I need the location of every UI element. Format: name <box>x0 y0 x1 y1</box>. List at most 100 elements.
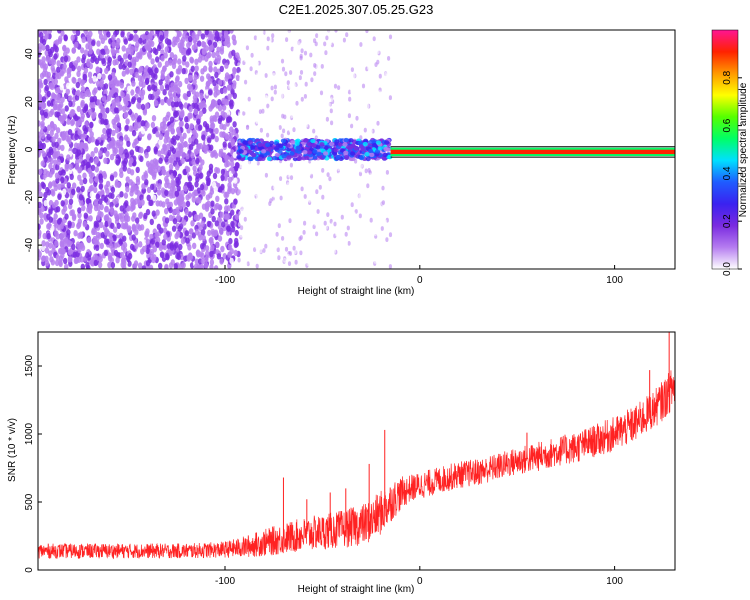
spectrogram-cell <box>44 84 50 92</box>
spectrogram-cell <box>362 222 366 228</box>
spectrogram-cell <box>178 193 184 200</box>
spectrogram-cell <box>96 40 101 47</box>
spectrogram-cell <box>343 224 347 229</box>
spectrogram-cell <box>178 263 184 269</box>
spectrogram-cell <box>342 37 346 43</box>
spectrogram-cell <box>175 176 180 184</box>
spectrogram-cell <box>276 198 280 204</box>
spectrogram-cell <box>46 232 51 240</box>
spectrogram-cell <box>55 104 61 111</box>
spectrogram-cell <box>179 136 185 143</box>
spectrogram-cell <box>108 192 113 199</box>
spectrogram-cell <box>169 71 174 78</box>
spectrogram-cell <box>276 247 280 253</box>
spectrogram-cell <box>385 73 389 79</box>
spectrogram-cell <box>252 226 257 232</box>
spectrogram-cell <box>118 148 123 155</box>
spectrogram-cell <box>123 38 128 45</box>
spectrogram-cell <box>65 82 71 90</box>
spectrogram-cell <box>62 45 67 52</box>
spectrogram-cell <box>43 63 48 70</box>
spectrogram-cell <box>357 255 361 261</box>
spectrogram-cell <box>289 70 293 75</box>
spectrogram-cell <box>48 242 53 249</box>
spectrogram-cell <box>313 38 317 44</box>
spectrogram-cell <box>216 58 221 65</box>
spectrogram-cell <box>115 159 121 166</box>
spectrogram-cell <box>170 82 175 89</box>
spectrogram-cell <box>186 90 191 98</box>
spectrogram-cell <box>125 186 130 193</box>
spectrogram-cell <box>134 184 140 192</box>
spectrogram-cell <box>268 255 272 261</box>
spectrogram-cell <box>228 237 233 245</box>
spectrogram-cell <box>315 189 319 195</box>
spectrogram-cell <box>196 251 201 258</box>
spectrogram-cell <box>213 265 219 269</box>
spectrogram-cell <box>145 247 150 254</box>
spectrogram-cell <box>275 265 279 269</box>
spectrogram-cell <box>272 30 276 34</box>
spectrogram-cell <box>76 186 81 193</box>
snr-y-axis-label: SNR (10 * v/v) <box>7 418 18 482</box>
spectrogram-cell <box>206 200 211 207</box>
spectrogram-cell <box>103 249 109 257</box>
spectrogram-cell <box>258 175 262 181</box>
spectrogram-cell <box>385 84 389 89</box>
spectrogram-cell <box>134 34 139 42</box>
spectrogram-cell <box>340 245 345 251</box>
spectrogram-cell <box>238 76 243 81</box>
spectrogram-cell <box>120 222 126 229</box>
spectrogram-cell <box>292 47 296 53</box>
spectrogram-cell <box>94 176 99 183</box>
spectrogram-cell <box>387 56 391 61</box>
spectrogram-cell <box>195 173 200 180</box>
spectrogram-cell <box>241 44 245 49</box>
spectrogram-cell <box>344 155 350 160</box>
spectrogram-cell <box>86 60 91 67</box>
spectrogram-cell <box>47 30 52 34</box>
spectrogram-cell <box>351 184 355 190</box>
spectrogram-cell <box>320 215 324 221</box>
spectrogram-cell <box>210 208 215 215</box>
spectrogram-cell <box>103 214 109 222</box>
spectrogram-cell <box>249 205 253 211</box>
spectrogram-cell <box>131 96 136 103</box>
spectrogram-cell <box>373 77 377 83</box>
spectrogram-cell <box>272 168 276 173</box>
spectrogram-cell <box>319 90 324 96</box>
spectrogram-cell <box>134 45 139 52</box>
spectrogram-cell <box>321 30 325 35</box>
spectrogram-cell <box>111 49 116 57</box>
spectrogram-cell <box>375 251 380 256</box>
spectrogram-cell <box>348 245 352 251</box>
spectrogram-cell <box>48 110 53 118</box>
spectrogram-cell <box>140 199 145 206</box>
spectrogram-cell <box>361 236 365 241</box>
spectrogram-cell <box>49 129 54 137</box>
spectrogram-cell <box>329 169 333 174</box>
spectrogram-cell <box>73 60 79 67</box>
spectrogram-cell <box>173 199 179 206</box>
spectrogram-cell <box>247 156 253 161</box>
spectrogram-cell <box>85 252 90 259</box>
spectrogram-cell <box>375 187 380 193</box>
spectrogram-cell <box>307 257 312 263</box>
spectrogram-cell <box>175 252 180 260</box>
spectrogram-cell <box>157 150 162 157</box>
spectrogram-cell <box>175 156 181 163</box>
spectrogram-cell <box>60 242 65 249</box>
spectrogram-cell <box>309 132 314 138</box>
spectrogram-cell <box>362 110 366 116</box>
spectrogram-cell <box>306 142 312 147</box>
spectrogram-cell <box>232 66 237 74</box>
spectrogram-cell <box>232 92 237 100</box>
spectrogram-cell <box>46 189 52 196</box>
spectrogram-cell <box>135 175 141 183</box>
spectrogram-x-tick-label: -100 <box>215 275 235 286</box>
spectrogram-cell <box>261 149 267 154</box>
spectrogram-cell <box>152 194 157 201</box>
spectrogram-cell <box>80 185 85 193</box>
spectrogram-cell <box>293 172 297 177</box>
spectrogram-cell <box>158 157 163 164</box>
